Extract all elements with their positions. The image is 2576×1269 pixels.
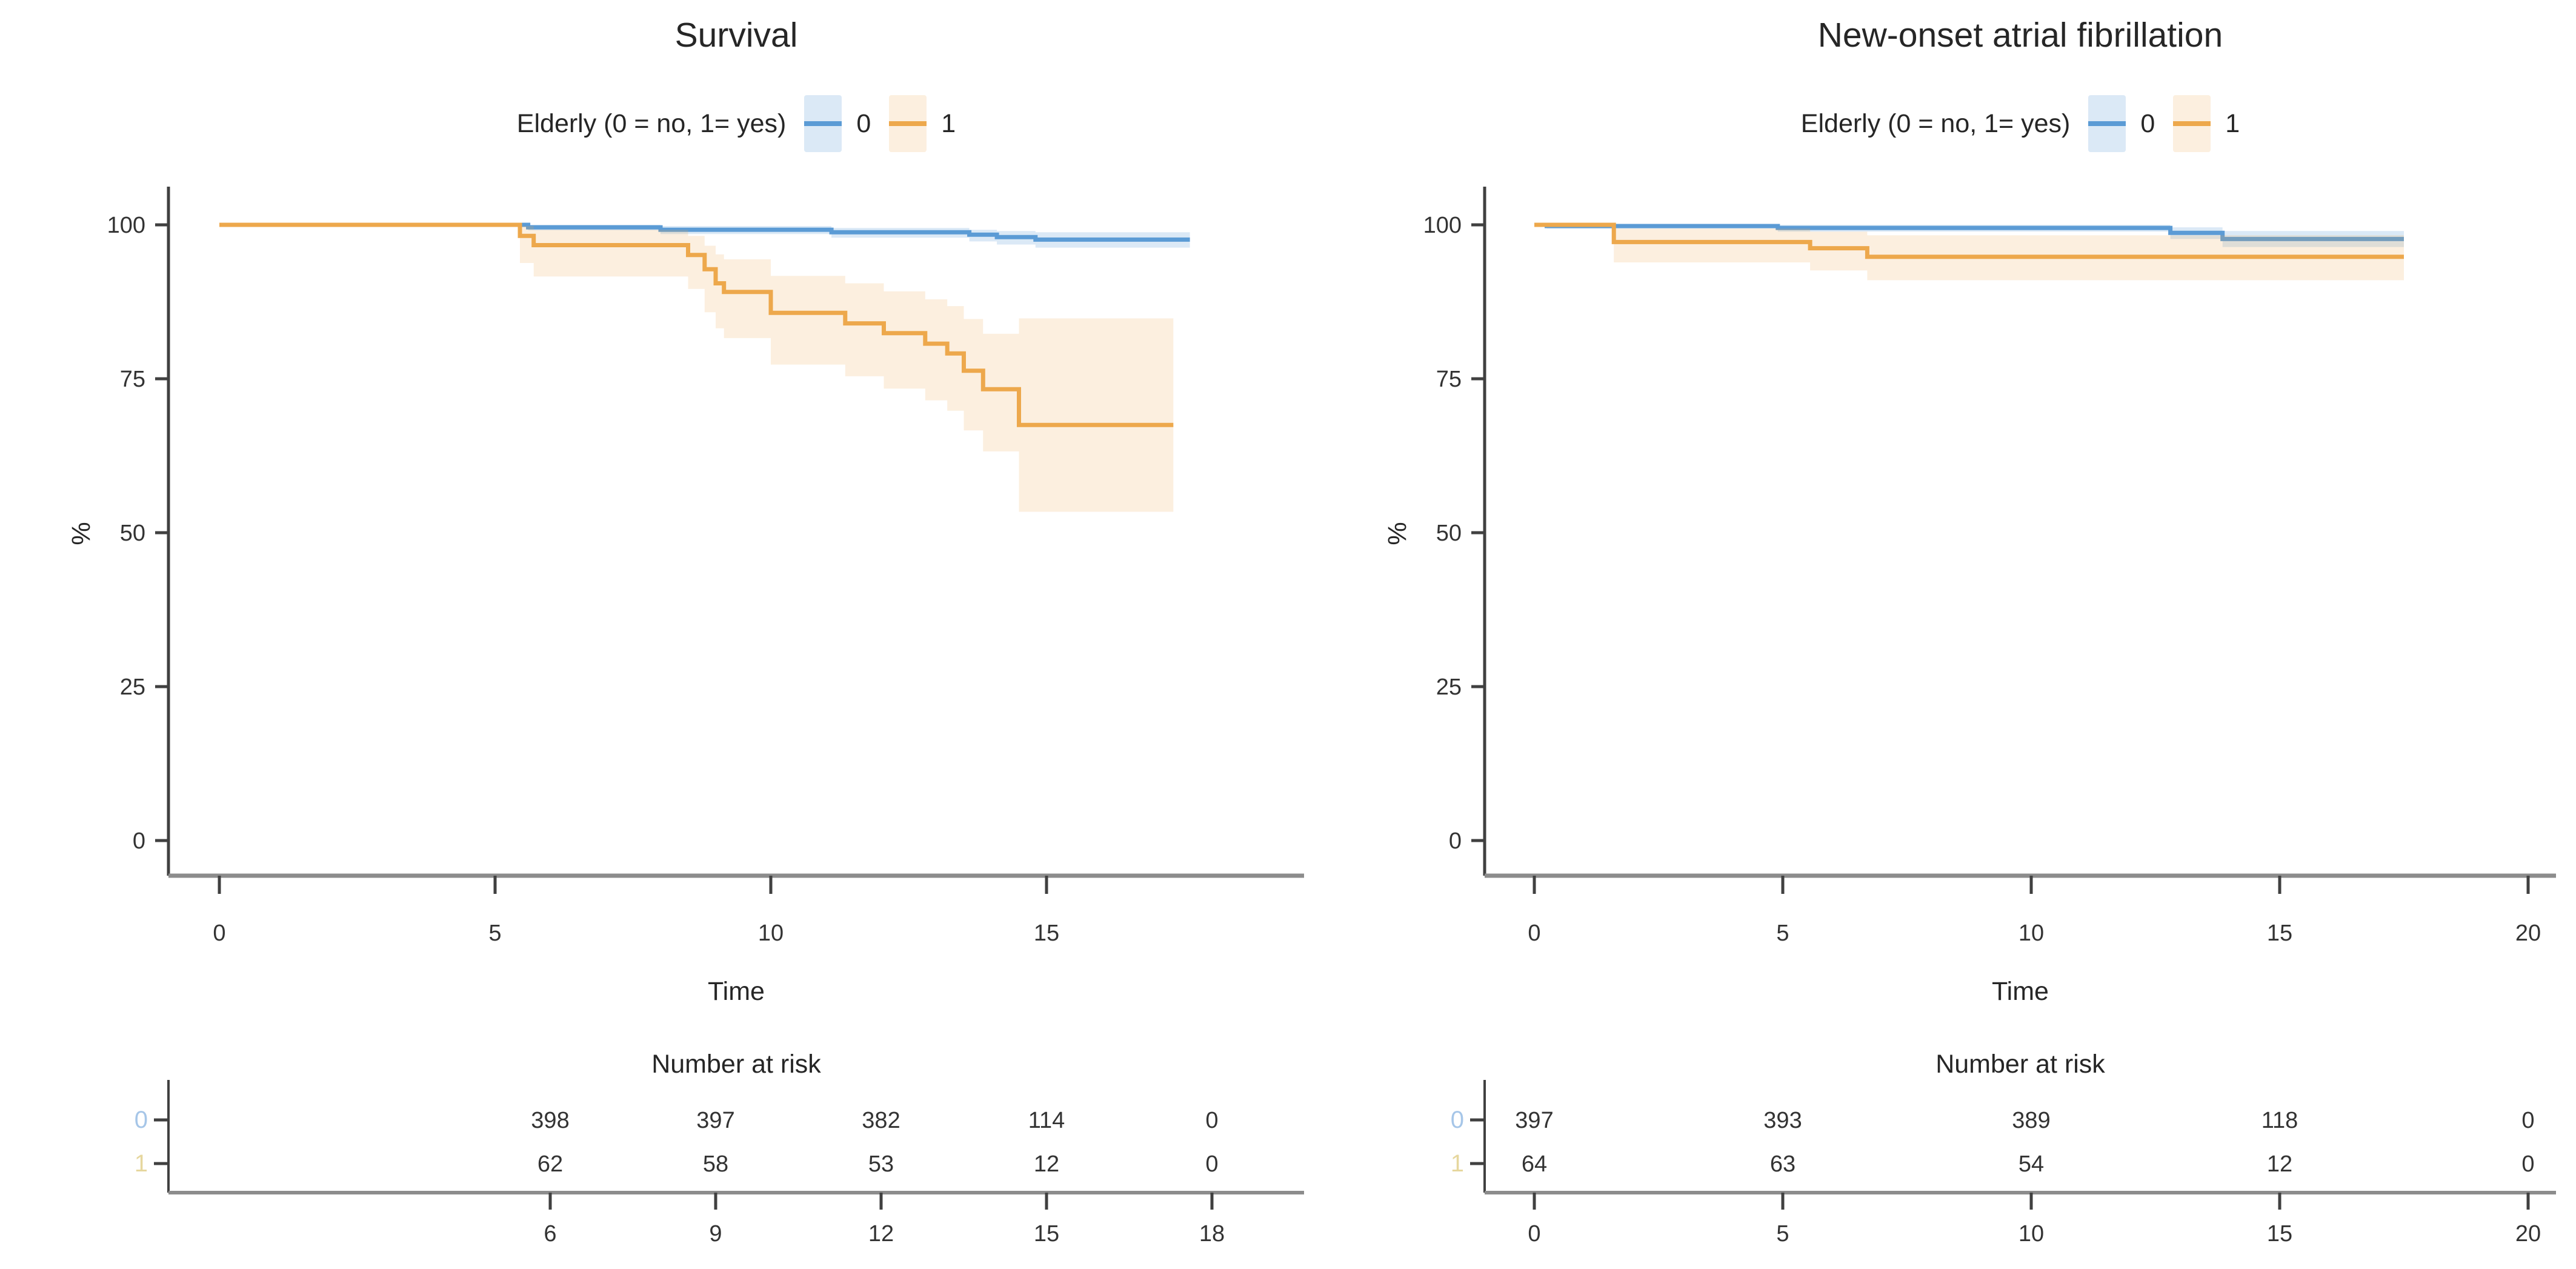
risk-value: 389 <box>2012 1108 2050 1133</box>
risk-value: 53 <box>868 1151 894 1177</box>
ci-band-group1 <box>1534 225 2404 281</box>
risk-value: 397 <box>1515 1108 1553 1133</box>
risk-row-label: 1 <box>135 1150 148 1177</box>
risk-value: 118 <box>2261 1108 2298 1133</box>
risk-value: 0 <box>2521 1108 2534 1133</box>
risk-value: 63 <box>1770 1151 1796 1177</box>
risk-value: 64 <box>1522 1151 1547 1177</box>
km-curve-group1 <box>219 222 1174 427</box>
legend-label-group0: 0 <box>2140 108 2155 138</box>
x-tick-label: 15 <box>2267 921 2292 946</box>
legend-line-group1 <box>889 121 927 126</box>
legend-line-group0 <box>804 121 842 126</box>
risk-x-tick-label: 0 <box>1528 1221 1540 1247</box>
risk-table-title-left: Number at risk <box>651 1050 821 1079</box>
y-tick-label: 0 <box>133 828 145 854</box>
legend-swatch-group0 <box>804 95 842 152</box>
legend-swatch-group0 <box>2088 95 2126 152</box>
risk-x-tick-label: 12 <box>868 1221 894 1247</box>
x-tick-label: 20 <box>2515 921 2541 946</box>
ci-band-group0 <box>1534 225 2404 247</box>
risk-value: 62 <box>537 1151 563 1177</box>
legend-label-group0: 0 <box>856 108 871 138</box>
risk-x-tick-label: 18 <box>1199 1221 1225 1247</box>
risk-x-tick-label: 20 <box>2515 1221 2541 1247</box>
y-axis-title-right: % <box>1383 522 1413 545</box>
risk-value: 393 <box>1763 1108 1802 1133</box>
legend-title: Elderly (0 = no, 1= yes) <box>1800 108 2071 138</box>
x-tick-label: 0 <box>1528 921 1540 946</box>
legend-line-group1 <box>2173 121 2211 126</box>
y-tick-label: 100 <box>1423 213 1462 238</box>
km-curve-group1 <box>1534 222 2404 259</box>
risk-value: 12 <box>1034 1151 1059 1177</box>
x-tick-label: 15 <box>1034 921 1059 946</box>
y-tick-label: 75 <box>1436 367 1462 392</box>
risk-x-tick-label: 9 <box>709 1221 722 1247</box>
y-tick-label: 25 <box>120 674 145 700</box>
x-axis-title-left: Time <box>708 977 765 1006</box>
risk-value: 0 <box>1205 1151 1218 1177</box>
risk-table-title-right: Number at risk <box>1935 1050 2105 1079</box>
risk-table-1: 0 397 393 389 118 0 1 64 63 54 12 0 0 5 10 15 20 <box>1451 1080 2556 1247</box>
legend-survival: Elderly (0 = no, 1= yes) 0 1 <box>168 92 1304 155</box>
x-tick-label: 5 <box>488 921 501 946</box>
legend-label-group1: 1 <box>941 108 956 138</box>
chart-title-af: New-onset atrial fibrillation <box>1817 16 2223 55</box>
risk-x-tick-label: 6 <box>544 1221 556 1247</box>
chart-title-survival: Survival <box>674 16 798 55</box>
x-tick-label: 10 <box>758 921 784 946</box>
risk-value: 114 <box>1028 1108 1065 1133</box>
risk-value: 398 <box>531 1108 569 1133</box>
risk-row-label: 1 <box>1451 1150 1464 1177</box>
risk-value: 58 <box>703 1151 728 1177</box>
y-tick-label: 0 <box>1449 828 1462 854</box>
legend-swatch-group1 <box>889 95 927 152</box>
risk-value: 0 <box>1205 1108 1218 1133</box>
risk-value: 54 <box>2019 1151 2044 1177</box>
legend-af: Elderly (0 = no, 1= yes) 0 1 <box>1485 92 2556 155</box>
risk-x-tick-label: 5 <box>1776 1221 1789 1247</box>
x-tick-label: 5 <box>1776 921 1789 946</box>
legend-title: Elderly (0 = no, 1= yes) <box>516 108 787 138</box>
risk-value: 382 <box>862 1108 900 1133</box>
risk-value: 397 <box>696 1108 734 1133</box>
risk-row-label: 0 <box>135 1107 148 1133</box>
ci-band-group1 <box>219 225 1174 512</box>
x-tick-label: 10 <box>2019 921 2044 946</box>
legend-swatch-group1 <box>2173 95 2211 152</box>
x-tick-label: 0 <box>213 921 225 946</box>
risk-x-tick-label: 10 <box>2019 1221 2044 1247</box>
y-tick-label: 25 <box>1436 674 1462 700</box>
risk-value: 0 <box>2521 1151 2534 1177</box>
risk-table-0: 0 398 397 382 114 0 1 62 58 53 12 0 6 9 12 15 18 <box>135 1080 1304 1247</box>
y-tick-label: 75 <box>120 367 145 392</box>
y-tick-label: 100 <box>107 213 145 238</box>
legend-line-group0 <box>2088 121 2126 126</box>
km-curve-group0 <box>219 222 1190 242</box>
risk-x-tick-label: 15 <box>2267 1221 2292 1247</box>
y-tick-label: 50 <box>120 521 145 546</box>
y-tick-label: 50 <box>1436 521 1462 546</box>
y-axis-title-left: % <box>67 522 96 545</box>
risk-value: 12 <box>2267 1151 2292 1177</box>
risk-row-label: 0 <box>1451 1107 1464 1133</box>
legend-label-group1: 1 <box>2225 108 2240 138</box>
risk-x-tick-label: 15 <box>1034 1221 1059 1247</box>
x-axis-title-right: Time <box>1992 977 2049 1006</box>
